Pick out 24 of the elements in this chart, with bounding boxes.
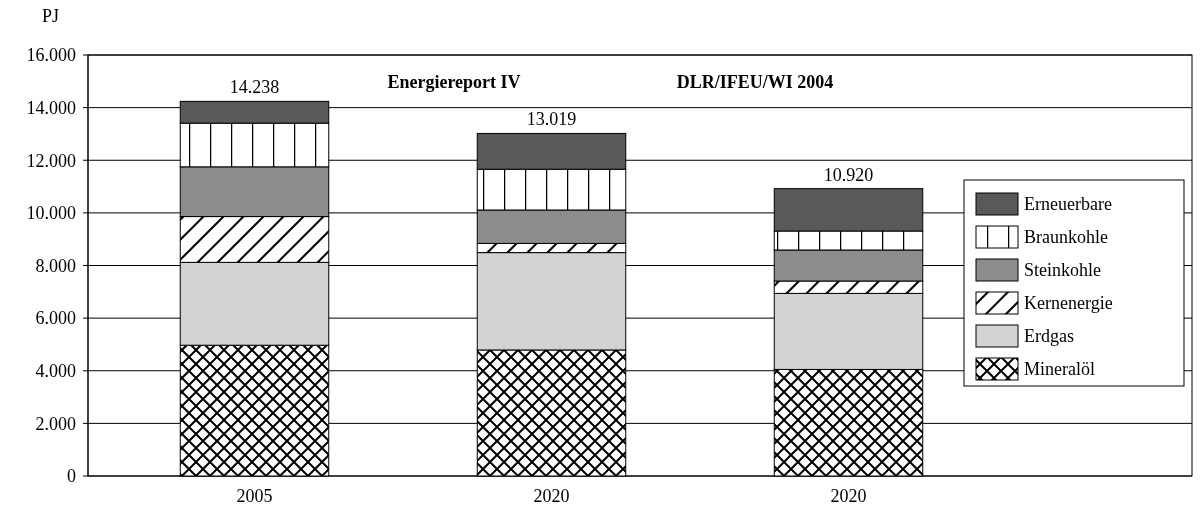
annotation: DLR/IFEU/WI 2004 bbox=[676, 72, 834, 92]
y-tick-label: 8.000 bbox=[35, 255, 76, 276]
legend-label: Erneuerbare bbox=[1024, 194, 1112, 215]
legend-label: Steinkohle bbox=[1024, 260, 1101, 281]
y-tick-label: 14.000 bbox=[26, 97, 76, 118]
annotation: Energiereport IV bbox=[387, 72, 521, 92]
legend-label: Mineralöl bbox=[1024, 359, 1095, 380]
total-label: 10.920 bbox=[823, 164, 874, 185]
y-tick-label: 6.000 bbox=[35, 308, 76, 329]
y-tick-label: 12.000 bbox=[26, 150, 76, 171]
y-tick-label: 10.000 bbox=[26, 203, 76, 224]
y-tick-label: 4.000 bbox=[35, 361, 76, 382]
total-label: 14.238 bbox=[229, 77, 280, 98]
y-tick-label: 16.000 bbox=[26, 45, 76, 66]
y-axis-title: PJ bbox=[42, 6, 60, 26]
y-tick-label: 0 bbox=[67, 466, 76, 487]
legend-label: Kernenergie bbox=[1024, 293, 1113, 314]
legend-label: Erdgas bbox=[1024, 326, 1074, 347]
x-tick-label: 2020 bbox=[533, 486, 570, 506]
legend-label: Braunkohle bbox=[1024, 227, 1108, 248]
total-label: 13.019 bbox=[526, 109, 577, 130]
x-tick-label: 2005 bbox=[236, 486, 273, 506]
y-tick-label: 2.000 bbox=[35, 413, 76, 434]
x-tick-label: 2020 bbox=[830, 486, 867, 506]
